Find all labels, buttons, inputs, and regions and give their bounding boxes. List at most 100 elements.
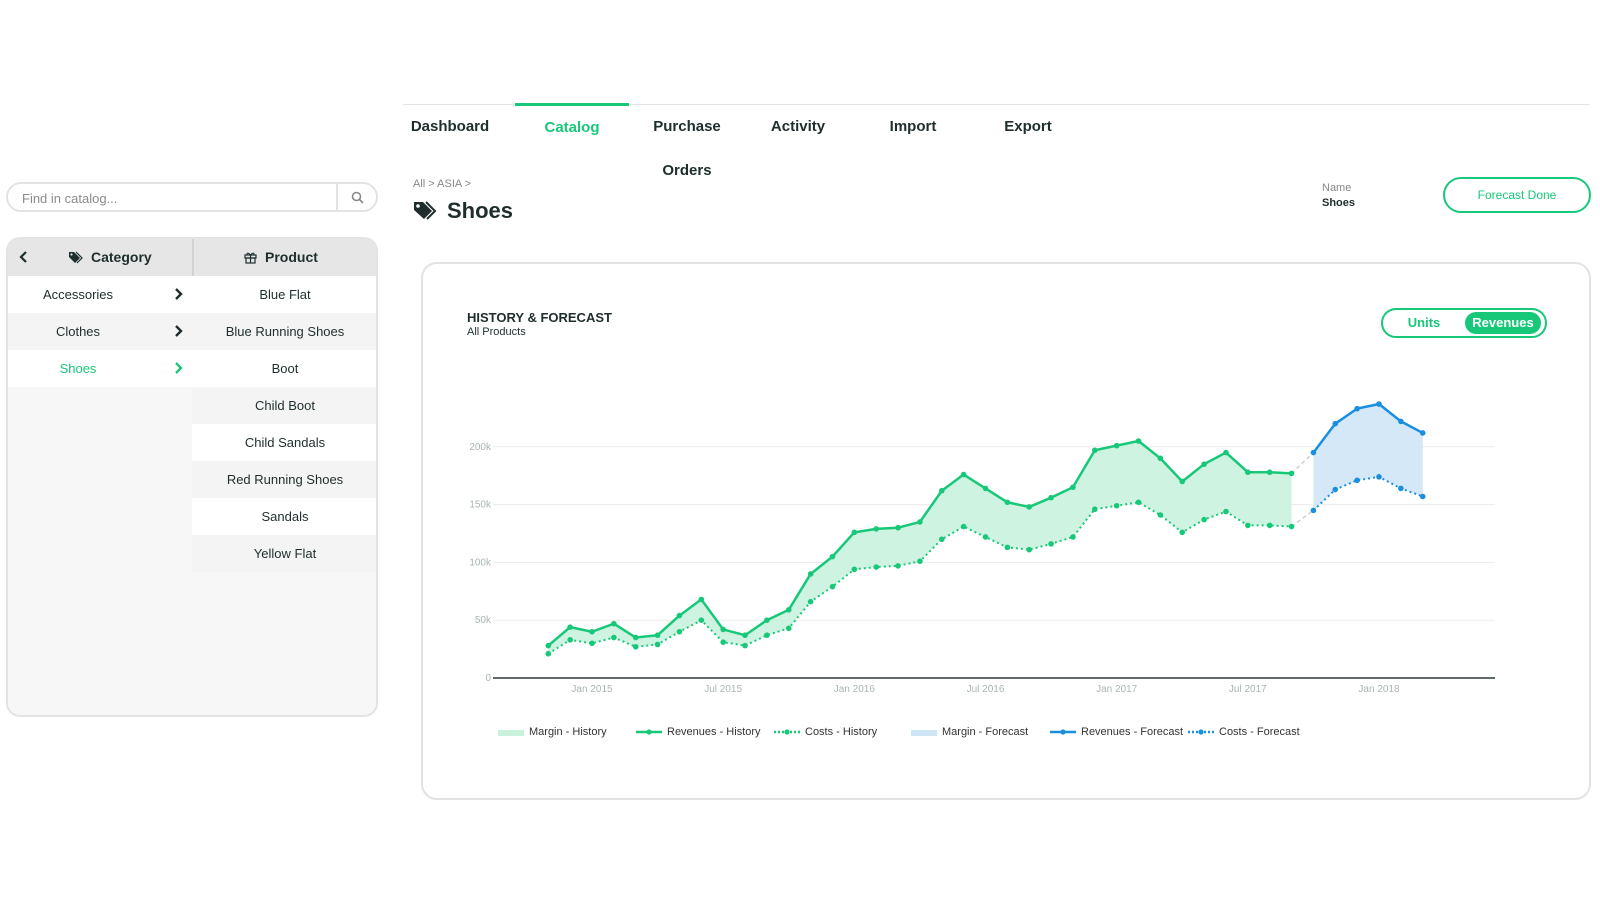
revenues-history-point — [1026, 504, 1033, 510]
costs-history-point — [1157, 512, 1164, 518]
product-item[interactable]: Yellow Flat — [192, 535, 376, 572]
search-input[interactable] — [20, 187, 334, 209]
revenues-history-point — [676, 612, 683, 619]
costs-forecast-point — [1354, 477, 1360, 484]
revenues-history-point — [938, 487, 945, 494]
revenues-history-point — [1201, 461, 1207, 467]
product-item[interactable]: Blue Running Shoes — [192, 313, 376, 350]
x-tick-label: Jul 2017 — [1229, 684, 1267, 695]
category-item-accessories[interactable]: Accessories — [8, 276, 192, 313]
tab-catalog[interactable]: Catalog — [515, 103, 629, 150]
costs-history-point — [1245, 522, 1251, 529]
category-item-clothes[interactable]: Clothes — [8, 313, 192, 350]
revenues-history-point — [960, 471, 967, 478]
revenues-history-point — [851, 529, 858, 536]
product-item[interactable]: Child Boot — [192, 387, 376, 424]
forecast-done-button[interactable]: Forecast Done — [1443, 177, 1591, 213]
header-divider — [192, 239, 194, 276]
revenues-history-point — [1179, 478, 1186, 485]
revenues-history-point — [1288, 470, 1295, 477]
category-label: Clothes — [55, 324, 101, 339]
costs-forecast-point — [1398, 485, 1404, 492]
costs-history-point — [785, 625, 792, 632]
legend-label: Revenues - Forecast — [1081, 726, 1184, 738]
y-tick-label: 150k — [469, 500, 492, 511]
toggle-revenues[interactable]: Revenues — [1465, 312, 1541, 334]
search-button[interactable] — [336, 184, 376, 210]
costs-history-point — [895, 563, 901, 569]
revenues-forecast-point — [1354, 405, 1360, 412]
revenues-bridge — [1291, 452, 1314, 474]
name-value: Shoes — [1322, 197, 1356, 209]
revenues-forecast-point — [1398, 418, 1404, 425]
tags-icon — [414, 200, 437, 220]
y-tick-label: 200k — [469, 442, 492, 453]
legend-swatch-margin-history — [498, 730, 524, 736]
costs-history-point — [917, 558, 923, 565]
costs-history-point — [1070, 534, 1076, 540]
revenues-history-point — [654, 632, 661, 639]
x-tick-label: Jan 2017 — [1096, 684, 1138, 695]
margin-history-area — [548, 441, 1292, 654]
revenues-history-point — [611, 620, 617, 627]
toggle-units[interactable]: Units — [1407, 315, 1441, 330]
breadcrumb[interactable]: All > ASIA > — [413, 178, 472, 190]
chevron-right-icon — [175, 325, 183, 337]
x-tick-label: Jan 2018 — [1358, 684, 1400, 695]
y-tick-label: 0 — [485, 673, 491, 684]
revenues-history-point — [742, 632, 748, 639]
revenues-history-point — [1135, 438, 1142, 444]
units-revenues-toggle: Units Revenues — [1381, 308, 1547, 338]
costs-forecast-point — [1310, 507, 1317, 514]
costs-history-point — [1092, 506, 1098, 513]
costs-history-point — [654, 641, 661, 648]
tab-activity[interactable]: Activity — [770, 118, 826, 135]
product-item[interactable]: Child Sandals — [192, 424, 376, 461]
x-tick-label: Jan 2016 — [834, 684, 876, 695]
tab-purchase-orders[interactable]: Purchase Orders — [653, 118, 721, 179]
costs-history-point — [1288, 523, 1295, 530]
y-tick-label: 100k — [469, 557, 492, 568]
costs-history-point — [938, 536, 945, 543]
costs-history-point — [829, 583, 836, 590]
revenues-forecast-line — [1312, 402, 1424, 454]
revenues-history-point — [545, 642, 552, 649]
product-item[interactable]: Blue Flat — [192, 276, 376, 313]
costs-history-point — [611, 634, 617, 641]
revenues-history-point — [895, 524, 901, 531]
legend-label: Margin - Forecast — [942, 726, 1029, 738]
category-header: Category — [68, 239, 152, 276]
revenues-history-point — [1113, 442, 1120, 449]
revenues-history-point — [873, 526, 879, 532]
costs-history-point — [676, 628, 683, 635]
legend-label: Costs - History — [805, 726, 878, 738]
costs-history-point — [1266, 522, 1273, 529]
revenues-history-point — [1070, 484, 1076, 491]
revenues-history-point — [720, 626, 726, 633]
legend-swatch-costs-history — [774, 729, 800, 735]
chevron-right-icon — [175, 288, 183, 300]
costs-history-point — [589, 640, 595, 647]
costs-history-point — [1201, 516, 1207, 523]
legend-item: Costs - History — [773, 724, 877, 740]
costs-history-point — [567, 637, 573, 643]
legend-item: Margin - Forecast — [910, 724, 1028, 740]
product-item[interactable]: Boot — [192, 350, 376, 387]
back-button[interactable] — [14, 247, 34, 267]
revenues-history-point — [567, 624, 573, 630]
tab-export[interactable]: Export — [1004, 118, 1052, 135]
product-item[interactable]: Sandals — [192, 498, 376, 535]
category-label: Accessories — [42, 287, 114, 302]
costs-bridge — [1291, 509, 1314, 528]
costs-history-point — [720, 639, 726, 645]
tab-import[interactable]: Import — [889, 118, 937, 135]
tab-dashboard[interactable]: Dashboard — [410, 118, 490, 135]
revenues-forecast-point — [1310, 449, 1317, 456]
product-item[interactable]: Red Running Shoes — [192, 461, 376, 498]
category-item-shoes[interactable]: Shoes — [8, 350, 192, 387]
costs-history-point — [873, 564, 879, 570]
revenues-history-point — [1245, 469, 1251, 476]
catalog-search — [6, 182, 378, 212]
revenues-history-point — [1092, 447, 1098, 454]
costs-history-point — [1048, 541, 1054, 547]
